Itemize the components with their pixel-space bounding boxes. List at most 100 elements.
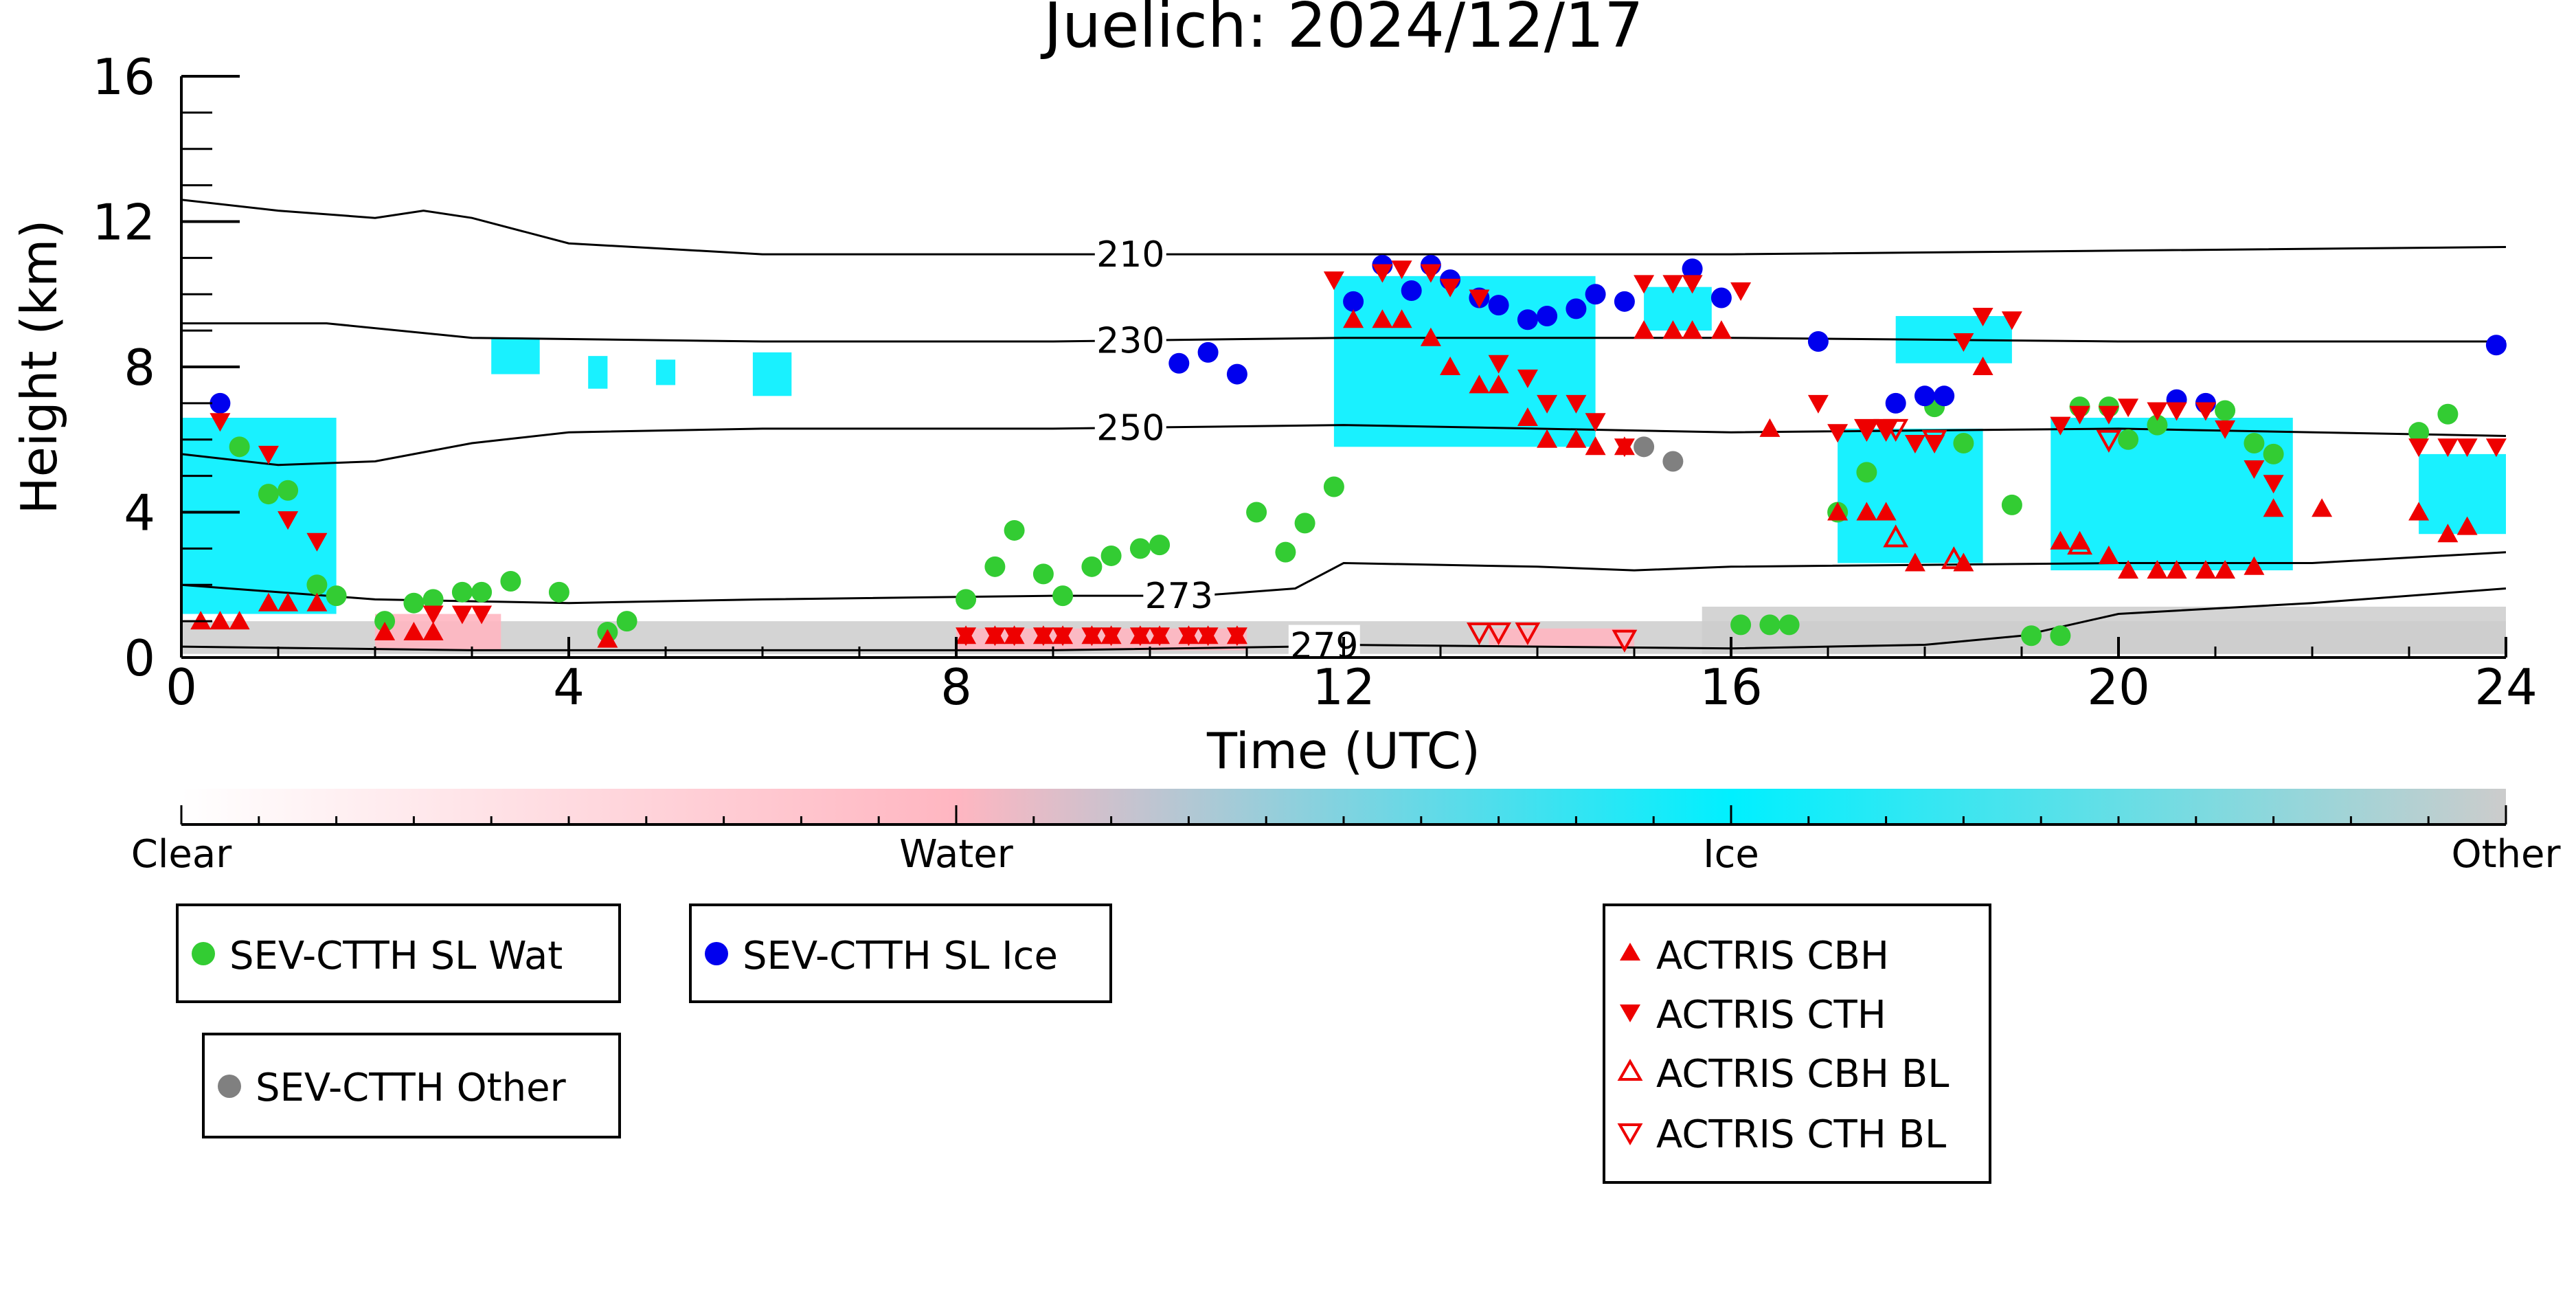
contour-line-273 xyxy=(181,551,2506,605)
data-point xyxy=(1515,622,1541,646)
data-point xyxy=(258,484,279,505)
legend-marker xyxy=(1617,1123,1643,1146)
data-point xyxy=(1401,280,1422,301)
legend-sev-ice: SEV-CTTH SL Ice xyxy=(689,903,1112,1003)
data-point xyxy=(374,611,396,632)
data-point xyxy=(1488,374,1509,394)
data-point xyxy=(1129,538,1151,559)
data-point xyxy=(1488,295,1509,316)
data-point xyxy=(956,627,977,647)
colorbar: Clear Water Ice Other xyxy=(131,789,2561,877)
contour-line-250 xyxy=(181,424,2506,467)
data-point xyxy=(1682,320,1703,339)
contour-label: 230 xyxy=(1096,321,1164,362)
data-point xyxy=(1883,524,1909,548)
data-point xyxy=(1149,627,1171,647)
data-point xyxy=(1778,614,1800,636)
data-point xyxy=(229,436,250,458)
y-tick-label: 4 xyxy=(124,484,155,542)
data-point xyxy=(2147,414,2168,436)
mask-region-ice xyxy=(1333,276,1596,447)
data-point xyxy=(229,611,250,630)
legend-entry: ACTRIS CBH BL xyxy=(1656,1052,1949,1097)
data-point xyxy=(210,413,231,432)
data-point xyxy=(1662,451,1684,472)
data-point xyxy=(403,622,425,640)
mask-region-water xyxy=(1489,628,1634,647)
data-point xyxy=(1197,341,1219,363)
data-point xyxy=(258,592,279,611)
x-tick-label: 24 xyxy=(2474,658,2538,716)
data-point xyxy=(2437,403,2459,425)
legend-sev-wat: SEV-CTTH SL Wat xyxy=(176,903,621,1003)
data-point xyxy=(2050,530,2071,550)
data-point xyxy=(1807,394,1829,414)
contour-label-bg xyxy=(1094,319,1166,359)
data-point xyxy=(984,627,1006,647)
colorbar-ticks xyxy=(180,805,2507,824)
mask-region-ice xyxy=(2419,453,2506,535)
data-point xyxy=(1246,502,1267,523)
data-point xyxy=(1149,535,1171,556)
data-point xyxy=(1420,327,1441,346)
series-0 xyxy=(229,396,2459,647)
legend-marker xyxy=(1620,943,1640,961)
data-point xyxy=(2050,625,2071,647)
data-point xyxy=(1904,435,1925,453)
data-point xyxy=(1885,392,1906,414)
contour-label: 210 xyxy=(1096,234,1164,276)
data-point xyxy=(1052,585,1074,607)
data-point xyxy=(1904,552,1925,572)
data-point xyxy=(2069,405,2090,425)
data-point xyxy=(2021,625,2042,647)
y-tick-label: 12 xyxy=(92,194,155,251)
legend-entry: ACTRIS CTH xyxy=(1656,993,1886,1037)
data-point xyxy=(1323,476,1344,497)
data-point xyxy=(1226,363,1247,385)
contour-label-layer: 210 230 250 273 279 xyxy=(1094,234,1360,667)
data-point xyxy=(2485,335,2507,356)
data-point xyxy=(1081,556,1103,577)
data-point xyxy=(1883,418,1909,442)
data-point xyxy=(2166,402,2187,421)
legends: SEV-CTTH SL Wat SEV-CTTH SL Ice SEV-CTTH… xyxy=(176,903,1991,1184)
data-point xyxy=(278,511,299,530)
data-point xyxy=(2118,560,2139,579)
data-point xyxy=(1100,627,1122,647)
data-point xyxy=(1807,330,1829,352)
data-point xyxy=(2001,494,2022,515)
data-point xyxy=(2408,438,2430,458)
data-point xyxy=(1226,627,1247,647)
data-point xyxy=(1856,420,1877,439)
data-point xyxy=(2118,429,2139,450)
mask-region-ice xyxy=(1644,287,1712,331)
data-point xyxy=(1488,355,1509,374)
data-point xyxy=(1420,264,1441,283)
data-point xyxy=(2456,516,2478,535)
data-point xyxy=(278,592,299,611)
series-4 xyxy=(210,260,2507,647)
y-tick-label: 16 xyxy=(92,48,155,106)
data-point xyxy=(2215,420,2236,439)
data-point xyxy=(1614,438,1635,458)
x-axis-label: Time (UTC) xyxy=(1206,722,1480,780)
data-point xyxy=(2244,433,2265,454)
x-tick-label: 12 xyxy=(1312,658,1375,716)
data-point xyxy=(1934,385,1955,407)
data-point xyxy=(1759,418,1781,437)
data-point xyxy=(2195,402,2216,421)
data-point xyxy=(1662,320,1684,339)
data-point xyxy=(500,570,521,592)
data-point xyxy=(2098,405,2119,425)
data-point xyxy=(1972,357,1993,375)
data-point xyxy=(1517,309,1538,330)
data-point xyxy=(190,611,212,630)
data-point xyxy=(1537,305,1558,326)
data-point xyxy=(2166,560,2187,579)
data-point xyxy=(1372,264,1393,283)
colorbar-label: Water xyxy=(899,832,1014,877)
mask-region-water xyxy=(956,628,1247,651)
data-point xyxy=(597,629,618,648)
